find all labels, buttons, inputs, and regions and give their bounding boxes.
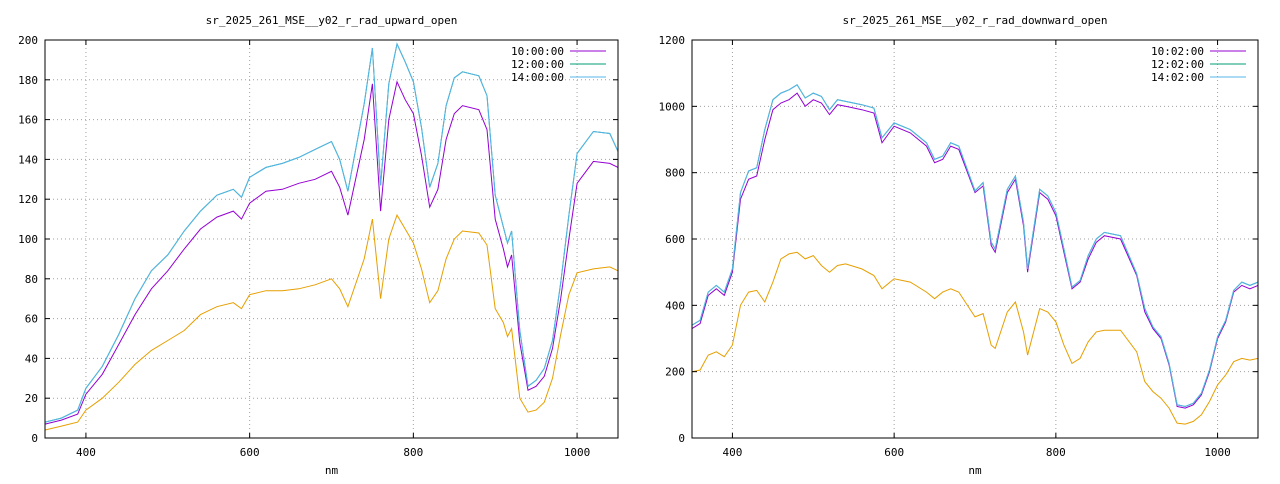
y-tick-label: 20 bbox=[25, 392, 38, 405]
series-line-3 bbox=[44, 42, 619, 423]
chart-panel-2: sr_2025_261_MSE__y02_r_rad_downward_open… bbox=[659, 14, 1259, 477]
x-tick-label: 1000 bbox=[1204, 446, 1231, 459]
series-line-2 bbox=[44, 42, 619, 423]
legend-label: 14:00:00 bbox=[511, 71, 564, 84]
x-tick-label: 1000 bbox=[564, 446, 591, 459]
x-axis-label: nm bbox=[968, 464, 982, 477]
series-line-2 bbox=[691, 84, 1259, 408]
y-tick-label: 160 bbox=[18, 114, 38, 127]
legend-label: 14:02:00 bbox=[1151, 71, 1204, 84]
y-tick-label: 60 bbox=[25, 313, 38, 326]
legend-label: 10:02:00 bbox=[1151, 45, 1204, 58]
y-tick-label: 100 bbox=[18, 233, 38, 246]
y-tick-label: 0 bbox=[31, 432, 38, 445]
y-tick-label: 1000 bbox=[659, 100, 686, 113]
x-tick-label: 800 bbox=[403, 446, 423, 459]
series-line-1 bbox=[691, 92, 1259, 409]
legend-label: 12:00:00 bbox=[511, 58, 564, 71]
series-line-4 bbox=[44, 213, 619, 431]
y-tick-label: 40 bbox=[25, 352, 38, 365]
x-axis-label: nm bbox=[325, 464, 339, 477]
series-line-4 bbox=[691, 251, 1259, 425]
y-tick-label: 80 bbox=[25, 273, 38, 286]
legend-label: 12:02:00 bbox=[1151, 58, 1204, 71]
y-tick-label: 200 bbox=[18, 34, 38, 47]
series-line-1 bbox=[44, 80, 619, 425]
x-tick-label: 600 bbox=[240, 446, 260, 459]
plot-frame bbox=[44, 39, 619, 439]
x-tick-label: 600 bbox=[884, 446, 904, 459]
series-line-3 bbox=[691, 84, 1259, 408]
y-tick-label: 0 bbox=[678, 432, 685, 445]
y-tick-label: 180 bbox=[18, 74, 38, 87]
y-tick-label: 800 bbox=[665, 167, 685, 180]
y-tick-label: 400 bbox=[665, 299, 685, 312]
chart-title: sr_2025_261_MSE__y02_r_rad_downward_open bbox=[843, 14, 1108, 27]
chart-title: sr_2025_261_MSE__y02_r_rad_upward_open bbox=[206, 14, 458, 27]
y-tick-label: 140 bbox=[18, 153, 38, 166]
chart-panel-1: sr_2025_261_MSE__y02_r_rad_upward_open 0 2… bbox=[18, 14, 619, 477]
x-tick-label: 400 bbox=[722, 446, 742, 459]
y-tick-label: 600 bbox=[665, 233, 685, 246]
y-tick-label: 1200 bbox=[659, 34, 686, 47]
legend-label: 10:00:00 bbox=[511, 45, 564, 58]
y-tick-label: 200 bbox=[665, 366, 685, 379]
x-tick-label: 400 bbox=[76, 446, 96, 459]
x-tick-label: 800 bbox=[1046, 446, 1066, 459]
y-tick-label: 120 bbox=[18, 193, 38, 206]
